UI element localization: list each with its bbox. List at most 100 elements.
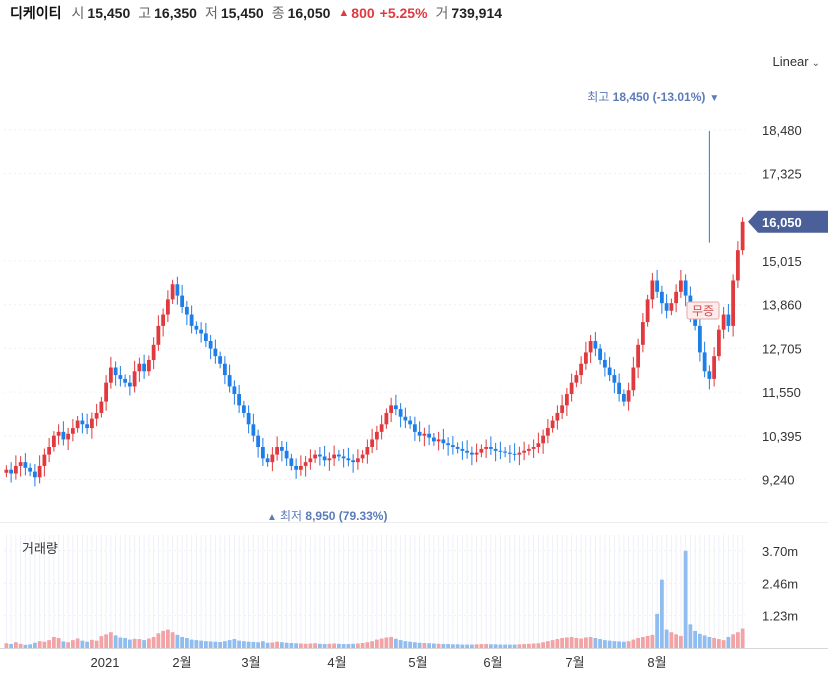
volume-bar [716,639,721,648]
candle-body [655,280,660,292]
volume-bar [678,635,683,648]
candle-body [156,325,161,345]
volume-bar [602,640,607,648]
volume-bar [241,641,246,648]
candle-body [355,458,360,463]
candle-body [626,390,631,402]
candle-body [80,420,85,425]
volume-bar [180,636,185,648]
volume-bar [493,644,498,648]
volume-bar [446,644,451,648]
volume-tick-label: 2.46m [762,576,798,591]
candle-body [664,303,669,311]
scale-select[interactable]: Linear ⌄ [772,54,820,69]
volume-bar [697,633,702,648]
volume-bar [512,644,517,648]
candle-body [621,394,626,402]
candle-body [683,280,688,296]
chevron-down-icon: ⌄ [811,58,820,69]
volume-bar [545,641,550,648]
volume-background [5,535,744,648]
low-label: 저 [204,5,218,21]
candle-body [208,341,213,349]
candle-body [303,462,308,466]
candle-body [298,465,303,470]
price-tick-label: 15,015 [762,254,802,269]
x-tick-label: 7월 [565,655,584,670]
volume-bar [465,644,470,648]
volume-bar [208,641,213,648]
change-value: 800 [351,5,375,21]
candle-body [403,416,408,421]
candle-body [702,352,707,372]
volume-bar [598,639,603,648]
candle-body [99,401,104,413]
candle-body [564,394,569,406]
volume-bar [113,635,118,648]
candle-body [588,341,593,353]
volume-bar [189,639,194,648]
volume-bar [146,638,151,648]
volume-bar [531,643,536,648]
volume-bar [156,633,161,648]
volume-bar [498,644,503,648]
candle-body [13,465,18,474]
candle-body [70,428,75,434]
candle-body [579,363,584,376]
volume-bar [127,639,132,648]
volume-bar [265,642,270,648]
volume-tick-label: 3.70m [762,544,798,559]
candle-body [237,394,242,406]
volume-bar [474,644,479,648]
candle-body [127,382,132,387]
volume-bar [4,643,9,648]
candle-body [550,420,555,429]
volume-bar [374,639,379,648]
low-annotation: 최저 8,950 (79.33%) [280,509,387,523]
candle-body [289,458,294,466]
candle-body [412,424,417,432]
candle-body [165,299,170,315]
candle-body [213,348,218,357]
volume-bar [631,639,636,648]
candle-body [726,314,731,326]
volume-bar [503,644,508,648]
candle-body [569,382,574,395]
candle-body [431,437,436,442]
volume-bar [398,640,403,648]
candle-body [66,433,71,440]
candle-body [85,424,90,429]
volume-bar [66,642,71,648]
volume-bar [702,635,707,648]
candle-body [294,465,299,470]
x-tick-label: 4월 [327,655,346,670]
candle-body [455,447,460,449]
candle-body [123,378,128,383]
price-tick-label: 13,860 [762,298,802,313]
candle-body [42,454,47,466]
volume-bar [408,641,413,648]
candle-body [370,439,375,448]
candle-body [636,344,641,368]
volume-bar [222,641,227,648]
candle-body [393,405,398,410]
volume-bar [583,637,588,648]
volume-bar [13,642,18,648]
volume-bar [47,640,52,648]
candle-body [246,412,251,425]
candle-body [384,412,389,425]
candle-body [693,314,698,326]
volume-bar [640,636,645,648]
volume-bar [232,639,237,648]
candle-body [346,458,351,461]
x-tick-label: 3월 [241,655,260,670]
volume-bar [588,636,593,648]
candle-body [531,447,536,449]
volume-bar [740,628,745,648]
candle-body [365,447,370,455]
high-marker-icon: ▼ [709,93,719,104]
candle-body [37,465,42,478]
volume-bar [227,640,232,648]
volume-bar [479,644,484,648]
